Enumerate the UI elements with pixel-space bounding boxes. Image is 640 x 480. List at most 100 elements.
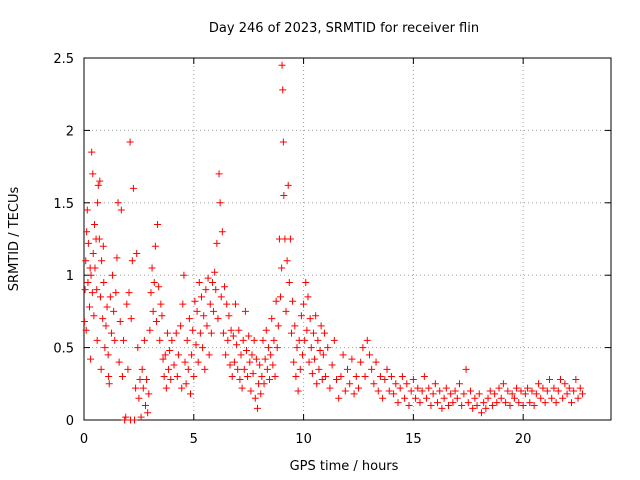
data-point — [491, 390, 499, 398]
data-point — [524, 384, 532, 392]
data-point — [226, 361, 234, 369]
data-point — [517, 387, 525, 395]
data-point — [541, 399, 549, 407]
data-point — [179, 300, 187, 308]
data-point — [170, 361, 178, 369]
data-point — [429, 390, 437, 398]
data-point — [85, 303, 93, 311]
data-point — [150, 278, 158, 286]
data-point — [246, 358, 254, 366]
data-point — [548, 394, 556, 402]
data-point — [211, 268, 219, 276]
data-point — [513, 384, 521, 392]
data-point — [357, 358, 365, 366]
data-point — [574, 394, 582, 402]
data-point — [480, 399, 488, 407]
x-axis-label: GPS time / hours — [290, 459, 399, 474]
data-point — [493, 399, 501, 407]
data-point — [284, 181, 292, 189]
data-point — [412, 394, 420, 402]
data-point — [385, 387, 393, 395]
data-point — [293, 344, 301, 352]
data-point — [283, 257, 291, 265]
data-point — [141, 402, 149, 410]
y-tick-label: 0.5 — [53, 342, 74, 357]
data-point — [270, 336, 278, 344]
data-point — [167, 375, 175, 383]
data-point — [262, 326, 270, 334]
data-point — [488, 402, 496, 410]
data-point — [570, 387, 578, 395]
data-point — [252, 355, 260, 363]
data-point — [83, 228, 91, 236]
data-point — [307, 344, 315, 352]
data-point — [197, 293, 205, 301]
data-point — [247, 387, 255, 395]
data-point — [82, 326, 90, 334]
data-point — [497, 394, 505, 402]
data-point — [484, 394, 492, 402]
data-point — [206, 300, 214, 308]
data-point — [241, 307, 249, 315]
data-point — [225, 312, 233, 320]
data-point — [104, 351, 112, 359]
axis-ticks: 0 5 10 15 20 0 0.5 1 1.5 2 2.5 — [53, 52, 611, 447]
data-point — [535, 380, 543, 388]
data-point — [87, 355, 95, 363]
data-point — [392, 380, 400, 388]
data-point — [192, 341, 200, 349]
data-point — [147, 289, 155, 297]
data-point — [482, 404, 490, 412]
data-point — [346, 380, 354, 388]
data-point — [339, 351, 347, 359]
data-point — [462, 365, 470, 373]
data-point — [473, 402, 481, 410]
data-point — [156, 336, 164, 344]
data-point — [301, 336, 309, 344]
data-point — [504, 387, 512, 395]
data-point — [196, 329, 204, 337]
data-point — [188, 351, 196, 359]
data-point — [88, 289, 96, 297]
data-point — [554, 387, 562, 395]
data-point — [125, 289, 133, 297]
data-point — [510, 394, 518, 402]
data-point — [239, 336, 247, 344]
data-point — [107, 329, 115, 337]
data-point — [143, 375, 151, 383]
data-point — [368, 365, 376, 373]
y-tick-label: 0 — [66, 414, 74, 429]
data-point — [306, 315, 314, 323]
data-point — [316, 346, 324, 354]
data-point — [154, 221, 162, 229]
y-tick-label: 1 — [66, 269, 74, 284]
data-point — [466, 387, 474, 395]
data-point — [109, 271, 117, 279]
data-point — [314, 336, 322, 344]
data-point — [234, 365, 242, 373]
data-point — [442, 384, 450, 392]
data-point — [354, 384, 362, 392]
data-point — [277, 293, 285, 301]
data-point — [223, 300, 231, 308]
data-point — [285, 278, 293, 286]
data-point — [546, 375, 554, 383]
data-point — [423, 394, 431, 402]
data-point — [138, 365, 146, 373]
data-point — [288, 329, 296, 337]
data-point — [372, 358, 380, 366]
data-point — [152, 318, 160, 326]
data-point — [256, 361, 264, 369]
data-point — [136, 375, 144, 383]
data-point — [238, 384, 246, 392]
data-point — [268, 315, 276, 323]
data-point — [330, 336, 338, 344]
data-point — [168, 336, 176, 344]
data-point — [315, 365, 323, 373]
data-point — [519, 402, 527, 410]
grid — [84, 58, 611, 420]
data-point — [207, 329, 215, 337]
data-point — [381, 375, 389, 383]
data-point — [296, 365, 304, 373]
data-point — [458, 402, 466, 410]
